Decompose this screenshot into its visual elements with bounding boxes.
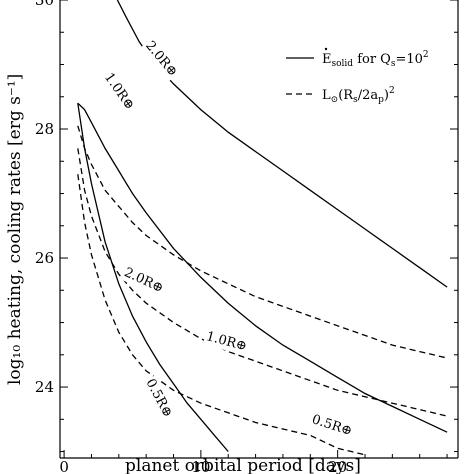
y-tick-label: 28	[35, 120, 54, 138]
y-tick-label: 30	[35, 0, 54, 9]
solid-curve-1	[77, 102, 448, 433]
dashed-curve-3	[77, 125, 448, 359]
curve-label-4: 1.0R⊕	[202, 327, 250, 356]
axes-layer: 24 26 28 30 0 10 20	[35, 0, 459, 474]
x-axis-label: planet orbital period [days]	[125, 456, 361, 474]
legend: Esolid for Qs=102 L⊙(Rs/2ap)2	[286, 47, 429, 105]
curve-label-5: 0.5R⊕	[308, 410, 356, 441]
curve-label-text: 0.5R⊕	[310, 412, 354, 439]
curve-label-text: 2.0R⊕	[142, 38, 180, 79]
x-tick-label: 0	[59, 458, 69, 474]
curve-labels-layer: 2.0R⊕1.0R⊕0.5R⊕2.0R⊕1.0R⊕0.5R⊕	[99, 36, 356, 441]
curve-label-0: 2.0R⊕	[140, 36, 182, 82]
curve-label-text: 1.0R⊕	[204, 329, 248, 354]
solid-curve-0	[116, 0, 448, 288]
y-tick-label: 26	[35, 249, 54, 267]
curve-label-text: 1.0R⊕	[101, 70, 137, 112]
legend-label: L⊙(Rs/2ap)2	[322, 86, 395, 105]
curve-label-2: 0.5R⊕	[140, 374, 177, 422]
dashed-curve-5	[77, 174, 366, 456]
y-axis-label: log₁₀ heating, cooling rates [erg s⁻¹]	[5, 74, 25, 385]
x-tick-label: 20	[328, 458, 347, 474]
dot-accent	[324, 47, 328, 51]
legend-entry-1: L⊙(Rs/2ap)2	[286, 86, 395, 105]
curve-label-text: 2.0R⊕	[122, 265, 166, 296]
legend-entry-0: Esolid for Qs=102	[286, 47, 429, 69]
solid-curve-2	[77, 103, 229, 452]
curve-label-text: 0.5R⊕	[142, 376, 175, 420]
curve-label-1: 1.0R⊕	[99, 68, 139, 115]
legend-label: Esolid for Qs=102	[322, 50, 429, 69]
curve-label-3: 2.0R⊕	[120, 263, 168, 298]
y-tick-label: 24	[35, 378, 54, 396]
x-tick-label: 10	[191, 458, 210, 474]
